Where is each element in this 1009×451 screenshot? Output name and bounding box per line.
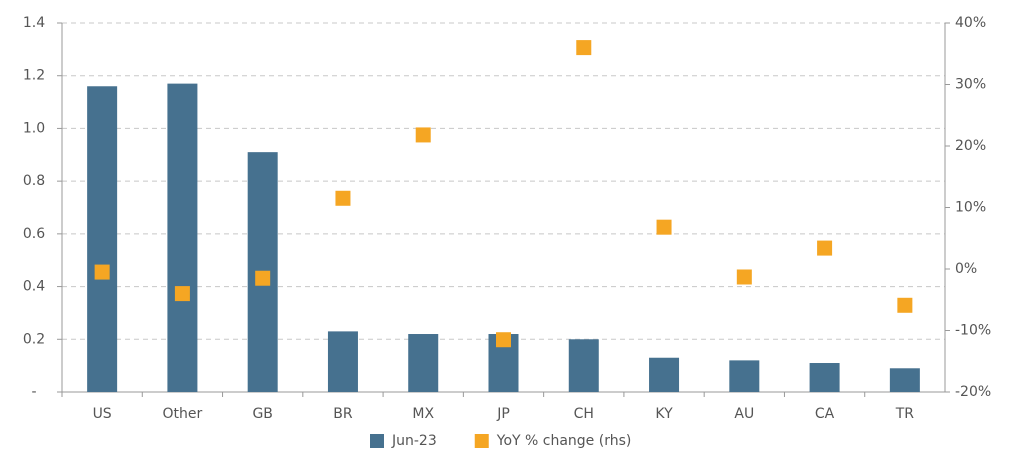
y-tick-label: - — [31, 384, 36, 400]
x-tick-label: MX — [412, 406, 434, 422]
bar — [729, 360, 760, 392]
y2-tick-label: 30% — [955, 77, 986, 93]
x-tick-label: BR — [333, 406, 353, 422]
x-tick-label: JP — [496, 406, 510, 422]
x-tick-label: TR — [895, 406, 915, 422]
x-tick-label: KY — [655, 406, 673, 422]
legend-label: Jun-23 — [391, 433, 437, 449]
bar — [809, 363, 840, 392]
legend-swatch — [370, 434, 384, 448]
y2-tick-label: 20% — [955, 138, 986, 154]
bar — [167, 83, 198, 392]
x-tick-label: GB — [252, 406, 272, 422]
y2-tick-label: 0% — [955, 261, 977, 277]
bar — [568, 339, 599, 392]
marker — [174, 286, 190, 302]
bar — [889, 368, 920, 392]
marker — [255, 270, 271, 286]
legend-swatch — [474, 434, 489, 448]
y2-tick-label: 40% — [955, 15, 986, 31]
marker — [576, 40, 592, 56]
marker — [817, 240, 833, 256]
marker — [496, 332, 511, 348]
y-tick-label: 0.6 — [23, 226, 45, 242]
bar — [408, 334, 439, 392]
x-tick-label: CA — [815, 406, 835, 422]
y2-tick-label: -10% — [955, 323, 991, 339]
bar — [87, 86, 118, 392]
y-tick-label: 1.2 — [23, 68, 45, 84]
y-tick-label: 1.4 — [23, 15, 45, 31]
x-tick-label: Other — [163, 406, 203, 422]
bar — [649, 357, 680, 392]
marker — [335, 190, 351, 206]
y2-tick-label: 10% — [955, 200, 986, 216]
marker — [656, 219, 672, 235]
marker — [415, 127, 431, 143]
x-tick-label: CH — [574, 406, 594, 422]
y-tick-label: 1.0 — [23, 120, 45, 136]
legend-label: YoY % change (rhs) — [496, 433, 632, 449]
y-tick-label: 0.2 — [23, 331, 45, 347]
x-tick-label: AU — [734, 406, 754, 422]
y-tick-label: 0.8 — [23, 173, 45, 189]
x-tick-label: US — [93, 406, 112, 422]
bar — [327, 331, 358, 392]
marker — [736, 269, 752, 285]
y-tick-label: 0.4 — [23, 279, 45, 295]
marker — [897, 297, 913, 313]
marker — [94, 264, 110, 280]
y2-tick-label: -20% — [955, 384, 991, 400]
